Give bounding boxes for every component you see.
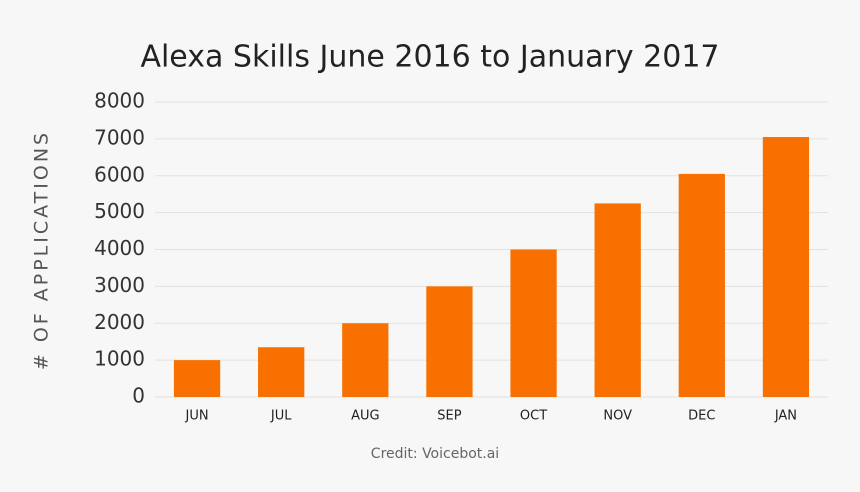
bar [594, 203, 641, 397]
x-tick-label: JAN [774, 409, 797, 424]
bar [426, 286, 473, 397]
y-axis-label: # OF APPLICATIONS [31, 130, 53, 370]
bar [258, 347, 305, 397]
bar [510, 249, 557, 397]
x-tick-label: AUG [351, 409, 379, 424]
x-tick-label: NOV [603, 409, 632, 424]
x-tick-label: JUN [185, 409, 209, 424]
credit: Credit: Voicebot.ai [371, 446, 499, 462]
y-tick-label: 1000 [94, 347, 145, 371]
y-tick-label: 7000 [94, 125, 145, 149]
y-tick-label: 5000 [94, 199, 145, 223]
bar [342, 323, 389, 397]
y-tick-label: 2000 [94, 310, 145, 334]
x-tick-label: JUL [270, 409, 292, 424]
y-tick-label: 6000 [94, 162, 145, 186]
x-tick-label: OCT [520, 409, 547, 424]
bar [762, 137, 810, 397]
y-tick-label: 8000 [94, 89, 145, 113]
y-tick-label: 3000 [94, 273, 145, 297]
x-tick-label: SEP [437, 409, 461, 424]
y-tick-label: 0 [132, 384, 145, 408]
y-tick-label: 4000 [94, 236, 145, 260]
bar [678, 173, 725, 397]
bar [173, 360, 221, 397]
x-tick-label: DEC [688, 409, 715, 424]
chart-title: Alexa Skills June 2016 to January 2017 [140, 40, 719, 75]
